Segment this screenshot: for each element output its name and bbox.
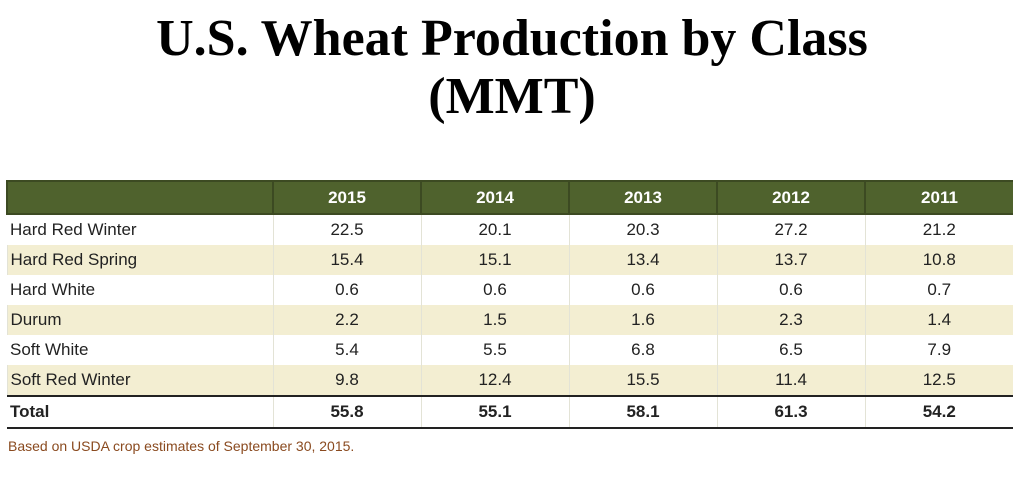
total-row: Total 55.8 55.1 58.1 61.3 54.2 [7, 395, 1013, 429]
header-cell-2015: 2015 [272, 180, 421, 215]
table-row: Hard White 0.6 0.6 0.6 0.6 0.7 [7, 275, 1013, 305]
total-cell: 58.1 [568, 395, 717, 429]
footnote: Based on USDA crop estimates of Septembe… [8, 438, 355, 454]
table-cell: 27.2 [716, 214, 865, 245]
page-title: U.S. Wheat Production by Class (MMT) [0, 10, 1024, 126]
header-cell-2013: 2013 [568, 180, 717, 215]
table-row: Hard Red Spring 15.4 15.1 13.4 13.7 10.8 [6, 245, 1013, 275]
table-body: Hard Red Winter 22.5 20.1 20.3 27.2 21.2 Hard … [6, 214, 1013, 429]
total-cell: 54.2 [864, 395, 1013, 429]
table-cell: 9.8 [272, 365, 421, 396]
row-label: Hard Red Winter [10, 220, 137, 239]
row-label: Hard Red Spring [6, 245, 273, 275]
header-cell-2012: 2012 [716, 180, 865, 215]
table-cell: 5.5 [420, 335, 569, 365]
title-line-1: U.S. Wheat Production by Class [156, 10, 868, 67]
table-cell: 12.4 [420, 365, 569, 396]
table-cell: 6.5 [716, 335, 865, 365]
header-cell-label [6, 180, 273, 215]
row-label: Soft Red Winter [6, 365, 273, 396]
table-cell: 6.8 [568, 335, 717, 365]
table-cell: 1.5 [420, 305, 569, 335]
title-line-2: (MMT) [428, 68, 596, 125]
table-cell: 22.5 [272, 214, 421, 245]
table-cell: 5.4 [272, 335, 421, 365]
table-cell: 15.1 [420, 245, 569, 275]
table-cell: 15.4 [272, 245, 421, 275]
table-cell: 2.3 [716, 305, 865, 335]
header-row: 2015 2014 2013 2012 2011 [6, 180, 1013, 215]
table-cell: 12.5 [864, 365, 1013, 396]
table-cell: 20.1 [420, 214, 569, 245]
production-table-container: 2015 2014 2013 2012 2011 Hard Red Winter… [6, 180, 1013, 429]
total-label: Total [7, 395, 273, 429]
table-cell: 10.8 [864, 245, 1013, 275]
table-cell: 15.5 [568, 365, 717, 396]
table-cell: 0.6 [272, 275, 421, 305]
table-cell: 1.6 [568, 305, 717, 335]
table-cell: 1.4 [864, 305, 1013, 335]
table-cell: 20.3 [568, 214, 717, 245]
table-cell: 0.6 [568, 275, 717, 305]
row-label: Durum [6, 305, 273, 335]
table-cell: 11.4 [716, 365, 865, 396]
table-cell: 2.2 [272, 305, 421, 335]
total-cell: 55.8 [272, 395, 421, 429]
table-cell: 7.9 [864, 335, 1013, 365]
table-cell: 0.7 [864, 275, 1013, 305]
header-cell-2014: 2014 [420, 180, 569, 215]
table-cell: 0.6 [716, 275, 865, 305]
table-row: Hard Red Winter 22.5 20.1 20.3 27.2 21.2 [7, 214, 1013, 245]
total-cell: 55.1 [420, 395, 569, 429]
table-cell: 0.6 [420, 275, 569, 305]
table-row: Durum 2.2 1.5 1.6 2.3 1.4 [6, 305, 1013, 335]
header-cell-2011: 2011 [864, 180, 1013, 215]
production-table: 2015 2014 2013 2012 2011 Hard Red Winter… [6, 180, 1013, 429]
table-cell: 13.4 [568, 245, 717, 275]
table-row: Soft Red Winter 9.8 12.4 15.5 11.4 12.5 [6, 365, 1013, 396]
row-label: Hard White [10, 280, 96, 299]
table-cell: 13.7 [716, 245, 865, 275]
total-cell: 61.3 [716, 395, 865, 429]
row-label: Soft White [10, 340, 89, 359]
table-cell: 21.2 [864, 214, 1013, 245]
table-row: Soft White 5.4 5.5 6.8 6.5 7.9 [7, 335, 1013, 365]
